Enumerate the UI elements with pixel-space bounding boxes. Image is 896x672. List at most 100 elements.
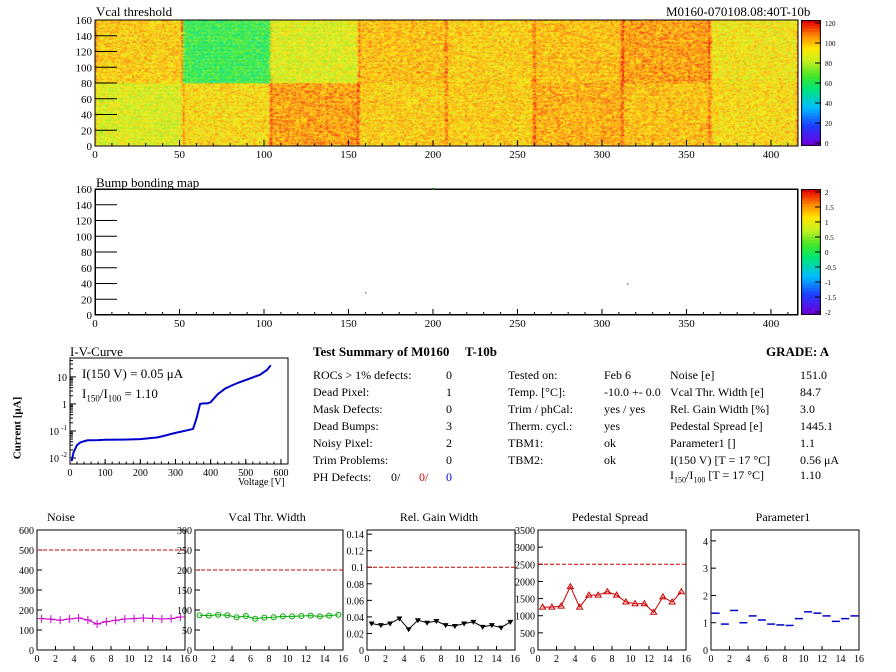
- result-label: Noise [e]: [670, 368, 715, 382]
- result-label: Pedestal Spread [e]: [670, 419, 763, 433]
- iv-data-point: [206, 402, 208, 405]
- iv-y-tick-label: 10: [57, 373, 67, 384]
- data-point: [498, 625, 505, 631]
- y-tick-label: 0: [87, 141, 93, 153]
- iv-x-tick-label: 200: [133, 468, 148, 479]
- condition-value: -10.0 +- 0.0: [604, 385, 661, 399]
- result-value: 84.7: [800, 385, 821, 399]
- bump-map-area: [95, 189, 798, 315]
- data-point: [451, 624, 458, 629]
- small-y-tick-label: 0: [703, 646, 708, 657]
- small-y-tick-label: 50: [182, 626, 192, 637]
- data-point: [488, 623, 495, 629]
- small-plot-title: Noise: [47, 510, 75, 524]
- small-x-tick-label: 4: [573, 654, 578, 665]
- small-y-tick-label: 0.02: [347, 629, 365, 640]
- ratio-cond: [T = 17 °C]: [705, 468, 765, 482]
- small-x-tick-label: 10: [455, 654, 465, 665]
- result-value: 0.56 μA: [800, 453, 840, 467]
- y-tick-label: 20: [81, 125, 93, 137]
- small-y-tick-label: 0.04: [347, 613, 365, 624]
- data-point: [377, 623, 384, 629]
- vcal-heatmap: [95, 20, 798, 146]
- y-tick-label: 160: [76, 15, 93, 27]
- summary-title: Test Summary of M0160: [313, 344, 450, 359]
- z-tick-label: 0: [825, 140, 829, 148]
- data-point: [205, 612, 212, 619]
- small-x-tick-label: 0: [536, 654, 541, 665]
- data-point: [433, 619, 440, 625]
- small-y-tick-label: 1500: [515, 595, 535, 606]
- small-x-tick-label: 16: [180, 654, 190, 665]
- x-tick-label: 300: [594, 149, 611, 161]
- z-tick-label: 120: [825, 20, 836, 28]
- data-point: [649, 608, 658, 615]
- data-point: [224, 612, 231, 619]
- bump-bonding-panel: Bump bonding map 0 50 100 150 200 250 300 350 40…: [0, 170, 896, 340]
- y-tick-label: 120: [76, 47, 93, 59]
- small-y-tick-label: 1: [703, 619, 708, 630]
- data-point: [405, 627, 412, 633]
- z-tick-label: 80: [825, 60, 833, 68]
- x-tick-label: 50: [174, 149, 186, 161]
- small-x-tick-label: 12: [644, 654, 654, 665]
- defect-value: 0: [446, 368, 452, 382]
- defect-value: 3: [446, 419, 452, 433]
- small-plot-frame: [366, 529, 516, 651]
- defect-value: 2: [446, 436, 452, 450]
- vcal-axes: 0 50 100 150 200 250 300 350 4000204060801001201…: [76, 15, 837, 161]
- vcal-map-title: Vcal threshold: [96, 4, 173, 19]
- iv-ratio-sub2: 100: [107, 393, 122, 404]
- small-y-tick-label: 3500: [515, 526, 535, 537]
- z-tick-label: -2: [825, 309, 831, 317]
- data-point: [298, 613, 305, 619]
- iv-ratio-i: I: [82, 386, 87, 401]
- small-plot-title: Parameter1: [756, 510, 811, 524]
- y-tick-label: 60: [81, 94, 93, 106]
- small-y-tick-label: 2500: [515, 560, 535, 571]
- small-x-tick-label: 14: [320, 654, 330, 665]
- bump-defect-dot: [365, 292, 367, 294]
- condition-label: Tested on:: [508, 368, 558, 382]
- ratio-value: 1.10: [800, 468, 821, 482]
- bump-defect-dot: [627, 283, 629, 285]
- data-point: [584, 591, 593, 598]
- data-point: [252, 615, 259, 622]
- y-tick-label: 20: [81, 294, 93, 306]
- series-line: [199, 614, 339, 620]
- data-point: [396, 616, 403, 622]
- y-tick-label: 100: [76, 62, 93, 74]
- small-y-tick-label: 300: [19, 586, 34, 597]
- vcal-color-scale: [801, 20, 821, 146]
- z-tick-label: 100: [825, 40, 836, 48]
- small-y-tick-label: 2: [703, 591, 708, 602]
- small-y-tick-label: 600: [19, 526, 34, 537]
- iv-data-point: [269, 364, 272, 367]
- series-line: [41, 616, 181, 625]
- z-tick-label: 60: [825, 80, 833, 88]
- x-tick-label: 250: [509, 318, 526, 330]
- data-point: [612, 591, 621, 598]
- data-point: [461, 621, 468, 627]
- small-x-tick-label: 10: [125, 654, 135, 665]
- iv-x-tick-label: 600: [273, 468, 288, 479]
- z-tick-label: -1: [825, 279, 831, 287]
- small-y-tick-label: 500: [19, 546, 34, 557]
- iv-data-point: [72, 451, 75, 454]
- small-x-tick-label: 6: [591, 654, 596, 665]
- small-x-tick-label: 6: [764, 654, 769, 665]
- small-plot-frame: [537, 529, 687, 651]
- iv-x-tick-label: 400: [203, 468, 218, 479]
- ratio-sub2: 100: [693, 475, 706, 485]
- small-y-tick-label: 3000: [515, 543, 535, 554]
- small-x-tick-label: 4: [746, 654, 751, 665]
- ratio-label: I150/I100 [T = 17 °C]: [670, 468, 764, 484]
- bump-map-title: Bump bonding map: [96, 175, 200, 190]
- series-line: [371, 617, 511, 631]
- y-tick-label: 120: [76, 216, 93, 228]
- small-x-tick-label: 12: [301, 654, 311, 665]
- iv-y-tick-base: 10: [49, 454, 59, 465]
- small-x-tick-label: 16: [854, 654, 864, 665]
- iv-data-point: [237, 381, 240, 384]
- data-point: [507, 619, 514, 625]
